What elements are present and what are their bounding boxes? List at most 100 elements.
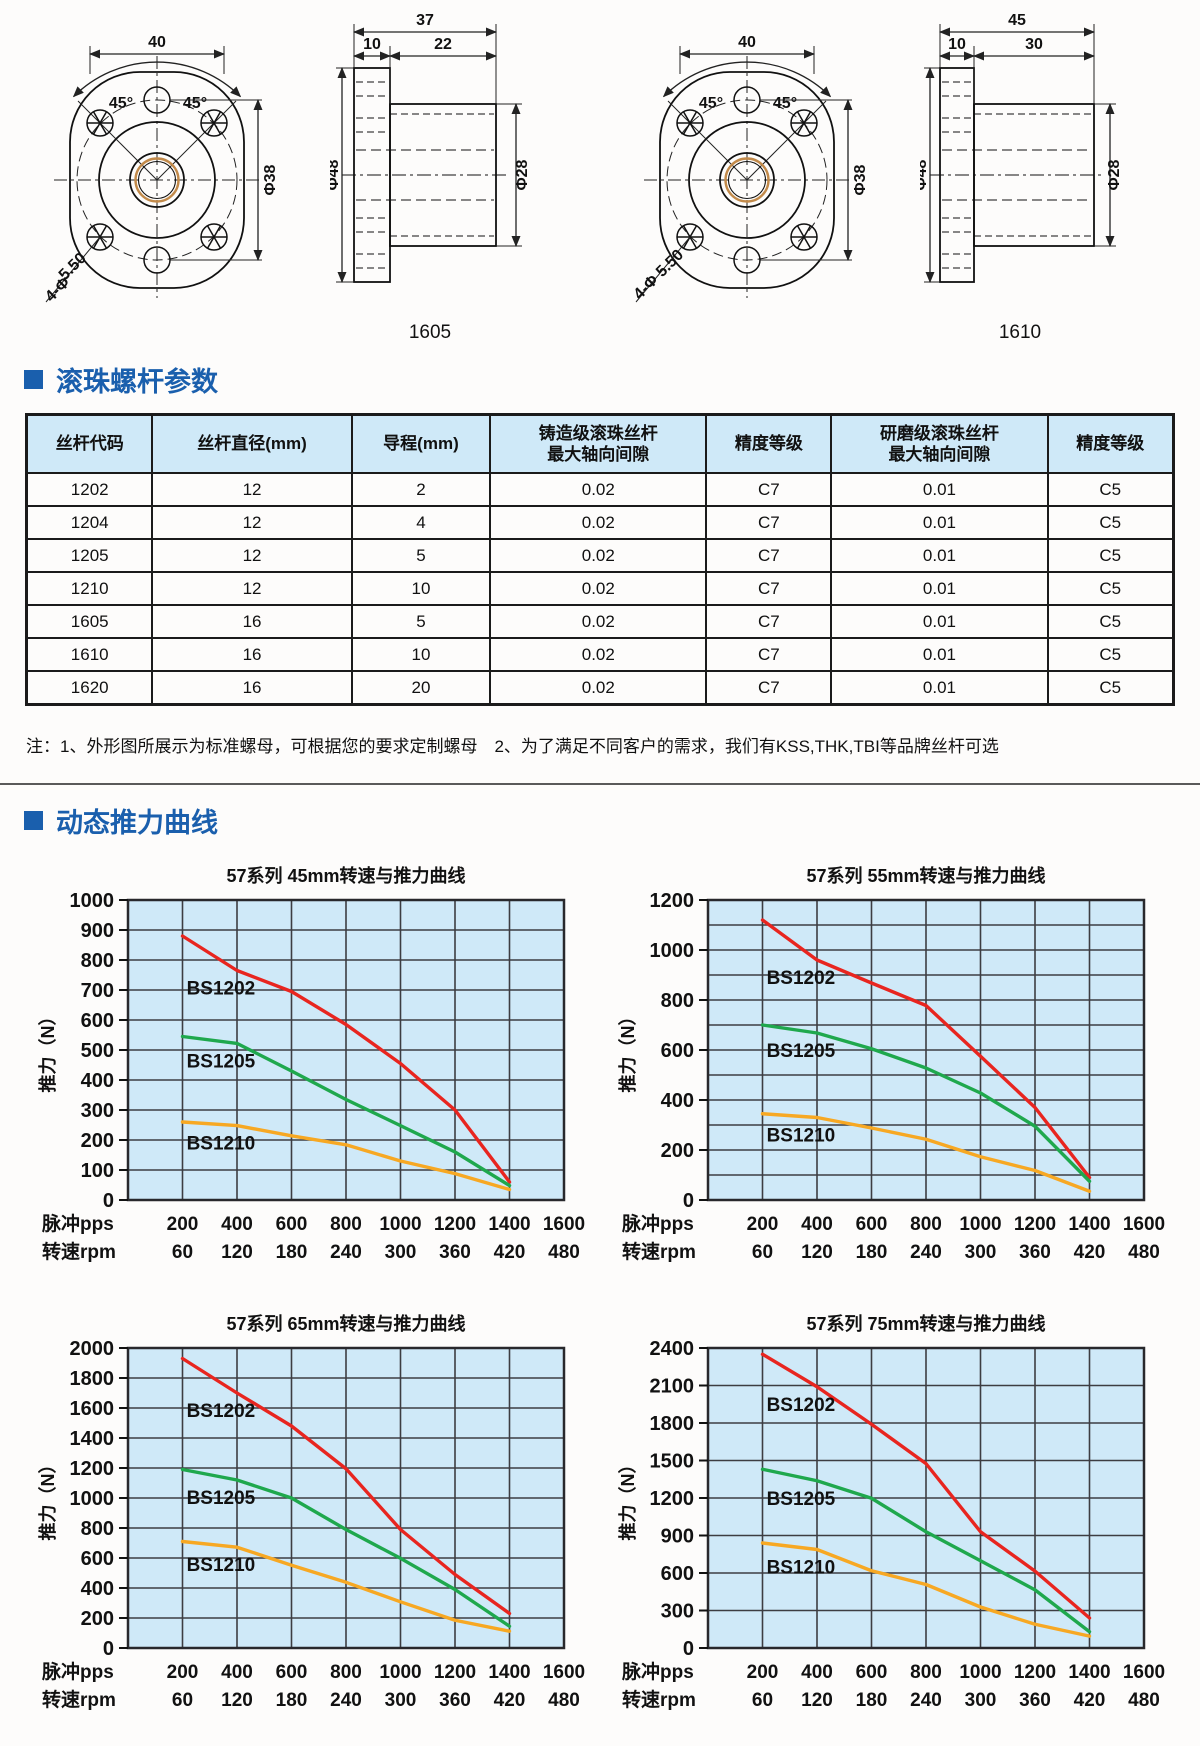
series-line-BS1202	[760, 1352, 1092, 1620]
x-tick-label: 60	[172, 1242, 193, 1263]
table-cell: C7	[705, 505, 833, 540]
table-cell: 0.02	[489, 670, 708, 706]
table-cell: 1205	[25, 538, 154, 573]
chart-title: 57系列 65mm转速与推力曲线	[226, 1313, 465, 1334]
x-tick-label: 1400	[1068, 1214, 1110, 1235]
table-head: 丝杆代码 丝杆直径(mm) 导程(mm) 铸造级滚珠丝杆 最大轴向间隙 精度等级 研磨级滚珠…	[25, 413, 1175, 474]
x-tick-label: 1200	[434, 1662, 476, 1683]
front-view-drawing-1605: 40 45° 45° Φ38 5.50 4-Φ	[42, 34, 279, 306]
x-tick-label: 800	[330, 1662, 362, 1683]
series-label: BS1205	[187, 1488, 256, 1509]
x-tick-label: 60	[752, 1242, 773, 1263]
x-tick-label: 480	[548, 1242, 580, 1263]
x-axis-row-label: 转速rpm	[42, 1240, 116, 1263]
x-tick-label: 240	[910, 1242, 942, 1263]
header-row: 丝杆代码 丝杆直径(mm) 导程(mm) 铸造级滚珠丝杆 最大轴向间隙 精度等级 研磨级滚珠…	[25, 413, 1175, 474]
y-tick-label: 600	[81, 1010, 114, 1032]
table-row: 1202 12 2 0.02 C7 0.01 C5	[25, 472, 1175, 507]
x-tick-label: 1400	[488, 1214, 530, 1235]
dim-label-od: Φ48	[920, 159, 930, 190]
y-tick-label: 600	[661, 1563, 694, 1585]
x-tick-label: 240	[330, 1242, 362, 1263]
table-cell: 0.01	[830, 571, 1049, 606]
dim-label-flange: 10	[948, 36, 966, 53]
x-tick-label: 200	[747, 1662, 779, 1683]
y-tick-label: 1000	[650, 940, 695, 962]
table-cell: C7	[705, 604, 833, 639]
y-tick-label: 300	[81, 1100, 114, 1122]
dim-label-angle-left: 45°	[109, 95, 133, 112]
dim-label-angle-left: 45°	[699, 95, 723, 112]
dim-label-total: 37	[416, 12, 434, 29]
thrust-chart-45mm: 57系列 45mm转速与推力曲线 0 100 200 300 400 500 600 700 80…	[37, 865, 585, 1263]
series-line-BS1205	[180, 1034, 512, 1188]
x-tick-label: 300	[385, 1242, 417, 1263]
column-header: 研磨级滚珠丝杆 最大轴向间隙	[830, 413, 1049, 474]
series-label: BS1202	[767, 968, 836, 989]
y-tick-label: 800	[81, 1518, 114, 1540]
drawing-caption-1610: 1610	[998, 322, 1042, 343]
y-tick-label: 400	[81, 1578, 114, 1600]
x-tick-label: 600	[276, 1214, 308, 1235]
x-tick-label: 240	[330, 1690, 362, 1711]
table-row: 1204 12 4 0.02 C7 0.01 C5	[25, 505, 1175, 540]
x-tick-label: 200	[167, 1214, 199, 1235]
dimension-total-length: 45	[939, 12, 1095, 104]
front-view-drawing-1610: 40 45° 45° Φ38 4-Φ 5.50	[631, 34, 869, 303]
table-cell: 0.01	[830, 670, 1049, 706]
x-tick-label: 480	[548, 1690, 580, 1711]
table-cell: 1204	[25, 505, 154, 540]
series-line-BS1202	[180, 1356, 512, 1616]
y-axis-label: 推力（N）	[617, 1008, 638, 1093]
x-tick-label: 180	[276, 1690, 308, 1711]
y-tick-label: 0	[103, 1190, 114, 1212]
table-cell: 1210	[25, 571, 154, 606]
dimension-flange-body-length: 10 22	[353, 36, 497, 104]
y-tick-label: 1600	[70, 1398, 115, 1420]
table-cell: C5	[1046, 571, 1175, 606]
x-tick-label: 360	[1019, 1690, 1051, 1711]
series-label: BS1210	[767, 1558, 836, 1579]
table-cell: 0.02	[489, 571, 708, 606]
series-line-BS1210	[760, 1541, 1092, 1638]
dim-label-width: 40	[738, 34, 756, 51]
table-cell: C7	[705, 670, 833, 706]
y-tick-label: 2400	[650, 1338, 695, 1360]
dim-label-angle-right: 45°	[183, 95, 207, 112]
x-tick-label: 1600	[543, 1214, 585, 1235]
series-label: BS1205	[767, 1489, 836, 1510]
y-tick-label: 1200	[650, 1488, 695, 1510]
dimension-flange-od: Φ48	[920, 67, 940, 283]
y-axis-label: 推力（N）	[37, 1008, 58, 1093]
table-cell: C5	[1046, 604, 1175, 639]
series-line-BS1202	[760, 918, 1092, 1180]
table-row: 1610 16 10 0.02 C7 0.01 C5	[25, 637, 1175, 672]
x-axis-row-label: 转速rpm	[622, 1688, 696, 1711]
table-cell: 0.02	[489, 637, 708, 672]
flange-outline	[659, 71, 835, 289]
series-line-BS1205	[760, 1023, 1092, 1183]
blue-square-bullet-icon	[24, 811, 43, 830]
table-body: 1202 12 2 0.02 C7 0.01 C5 1204 12 4 0.02 C7 0.01 C5 12…	[25, 472, 1175, 706]
hole-callout-line1: 4-Φ 5.50	[631, 246, 688, 303]
x-tick-label: 1000	[959, 1662, 1001, 1683]
x-tick-label: 600	[856, 1662, 888, 1683]
x-tick-label: 120	[801, 1690, 833, 1711]
table-cell: 1202	[25, 472, 154, 507]
thrust-charts-grid: 57系列 45mm转速与推力曲线 0 100 200 300 400 500 600 700 80…	[0, 854, 1200, 1746]
chart-title: 57系列 75mm转速与推力曲线	[806, 1313, 1045, 1334]
x-tick-label: 420	[494, 1242, 526, 1263]
series-label: BS1205	[187, 1051, 256, 1072]
series-label: BS1210	[187, 1555, 256, 1576]
table-cell: 5	[350, 538, 492, 573]
table-cell: 12	[151, 571, 353, 606]
table-row: 1205 12 5 0.02 C7 0.01 C5	[25, 538, 1175, 573]
table-cell: 12	[151, 505, 353, 540]
dim-label-body: 22	[434, 36, 452, 53]
dimension-body-od: Φ28	[1094, 103, 1120, 247]
center-bore	[719, 152, 775, 208]
table-cell: 0.01	[830, 505, 1049, 540]
center-bore	[129, 152, 185, 208]
x-tick-label: 360	[1019, 1242, 1051, 1263]
